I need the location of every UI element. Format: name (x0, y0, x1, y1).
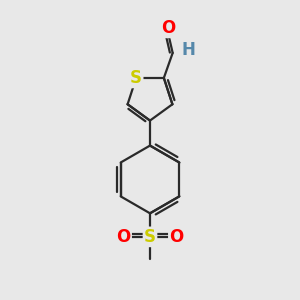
Text: S: S (144, 228, 156, 246)
Text: H: H (181, 41, 195, 59)
Text: O: O (161, 19, 176, 37)
Text: O: O (116, 228, 130, 246)
Text: S: S (130, 69, 142, 87)
Text: O: O (169, 228, 184, 246)
